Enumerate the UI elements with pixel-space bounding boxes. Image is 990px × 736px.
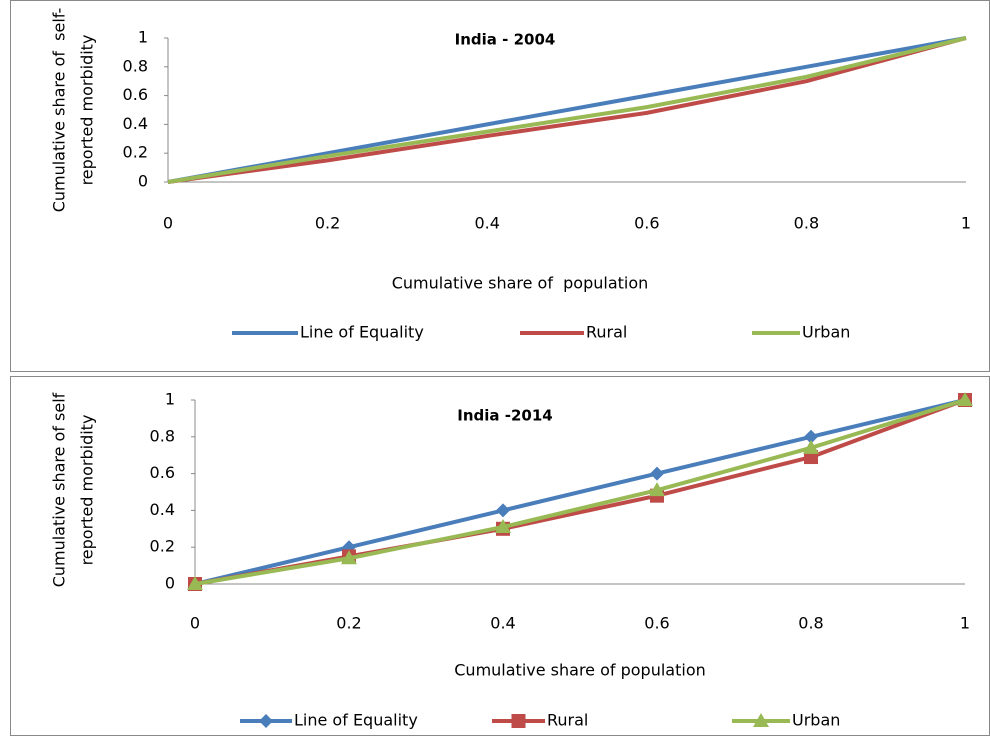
marker [511, 714, 526, 728]
y-tick-label: 0.8 [123, 56, 148, 75]
series-line [167, 36, 967, 184]
y-tick-label: 0.2 [150, 537, 175, 556]
y-tick-label: 0 [138, 172, 148, 191]
legend-label: Rural [586, 323, 627, 342]
marker [649, 482, 665, 497]
y-tick-label: 0.6 [123, 85, 148, 104]
y-axis-title: Cumulative share of self [50, 392, 69, 587]
x-tick-label: 0.8 [794, 214, 819, 233]
marker [650, 466, 664, 481]
series-line [194, 398, 966, 586]
marker [341, 550, 357, 565]
y-tick-label: 0.2 [123, 143, 148, 162]
x-axis-title: Cumulative share of population [392, 274, 649, 293]
series-line [167, 36, 967, 184]
x-tick-label: 0.6 [634, 214, 659, 233]
y-axis-title: reported morbidity [78, 35, 97, 186]
x-tick-label: 1 [960, 614, 970, 633]
x-tick-label: 0.4 [490, 614, 515, 633]
chart-frame [10, 0, 990, 372]
y-tick-label: 0 [165, 574, 175, 593]
marker [495, 518, 511, 533]
y-tick-label: 0.8 [150, 426, 175, 445]
marker [804, 429, 818, 444]
y-tick-label: 1 [138, 28, 148, 47]
chart-title: India - 2004 [455, 31, 556, 49]
marker [957, 392, 973, 406]
y-tick-label: 0.4 [123, 114, 148, 133]
chart-title: India -2014 [457, 407, 552, 425]
marker [803, 439, 819, 454]
marker [753, 713, 769, 727]
x-tick-label: 0 [190, 614, 200, 633]
x-tick-label: 0.2 [315, 214, 340, 233]
x-tick-label: 0.2 [336, 614, 361, 633]
series-line [194, 398, 966, 586]
marker [496, 503, 510, 518]
y-axis-title: reported morbidity [78, 415, 97, 566]
y-axis-title: Cumulative share of self- [50, 8, 69, 213]
marker [259, 714, 273, 728]
x-tick-label: 0.8 [798, 614, 823, 633]
y-tick-label: 0.6 [150, 463, 175, 482]
y-tick-label: 1 [165, 390, 175, 409]
x-tick-label: 1 [961, 214, 971, 233]
legend-label: Line of Equality [300, 323, 424, 342]
legend-label: Line of Equality [294, 711, 418, 730]
legend-label: Rural [547, 711, 588, 730]
x-axis-title: Cumulative share of population [454, 661, 706, 680]
x-tick-label: 0 [163, 214, 173, 233]
x-tick-label: 0.4 [474, 214, 499, 233]
marker [187, 576, 203, 590]
series-line [167, 36, 967, 184]
x-tick-label: 0.6 [644, 614, 669, 633]
legend-label: Urban [792, 711, 840, 730]
legend-label: Urban [802, 323, 850, 342]
y-tick-label: 0.4 [150, 500, 175, 519]
